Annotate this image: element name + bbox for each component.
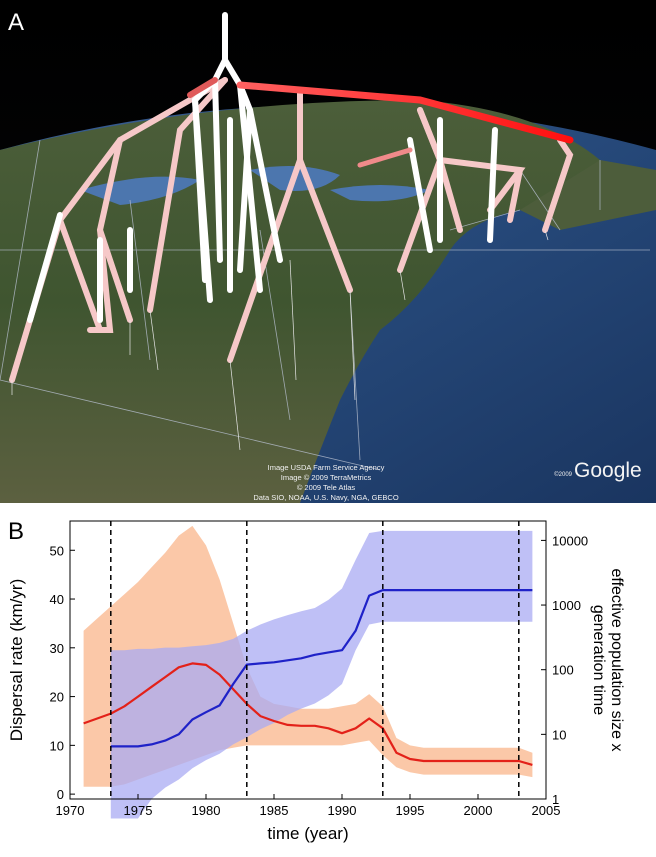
y-left-tick-label: 30 (50, 641, 64, 656)
attribution-line: Data SIO, NOAA, U.S. Navy, NGA, GEBCO (253, 493, 398, 502)
x-axis-label: time (year) (267, 824, 348, 843)
x-tick-label: 1975 (124, 803, 153, 818)
x-tick-label: 2000 (464, 803, 493, 818)
map-attribution: Image USDA Farm Service Agency Image © 2… (253, 463, 398, 502)
logo-year: ©2009 (554, 471, 572, 478)
y-left-tick-label: 20 (50, 690, 64, 705)
lake (330, 185, 430, 202)
land-east (520, 160, 656, 230)
google-logo: Google (574, 459, 642, 482)
confidence-band (110, 530, 533, 819)
x-tick-label: 1970 (56, 803, 85, 818)
x-tick-label: 1995 (396, 803, 425, 818)
x-tick-label: 1990 (328, 803, 357, 818)
map-image: A Image USDA Farm Service Agency Image ©… (0, 0, 656, 503)
attribution-line: Image © 2009 TerraMetrics (281, 473, 372, 482)
y-right-tick-label: 1000 (552, 598, 581, 613)
panel-a-label: A (8, 9, 24, 36)
y-right-tick-label: 10000 (552, 533, 588, 548)
map-panel: A Image USDA Farm Service Agency Image ©… (0, 0, 656, 503)
y-left-tick-label: 0 (57, 787, 64, 802)
attribution-line: Image USDA Farm Service Agency (268, 463, 385, 472)
y-right-tick-label: 100 (552, 663, 574, 678)
x-tick-label: 2005 (532, 803, 561, 818)
chart-panel: B 1970 1975 1980 1985 1990 1995 2000 2005 0 10 20… (0, 503, 656, 852)
panel-b-label: B (8, 518, 24, 545)
x-tick-label: 1980 (192, 803, 221, 818)
attribution-line: © 2009 Tele Atlas (297, 483, 356, 492)
y-axis-label-right: generation time (590, 605, 607, 715)
chart-svg: B 1970 1975 1980 1985 1990 1995 2000 2005 0 10 20… (7, 518, 625, 843)
y-axis-label-right: effective population size x (608, 569, 625, 752)
series-line (110, 589, 533, 748)
tree-branches (9, 12, 574, 383)
y-right-tick-label: 10 (552, 727, 566, 742)
x-tick-label: 1985 (260, 803, 289, 818)
y-left-tick-label: 50 (50, 543, 64, 558)
y-axis-label-left: Dispersal rate (km/yr) (7, 579, 26, 741)
y-right-tick-label: 1 (552, 792, 559, 807)
y-left-tick-label: 10 (50, 738, 64, 753)
plot-frame (69, 520, 547, 800)
drop-lines (11, 229, 549, 451)
y-left-tick-label: 40 (50, 592, 64, 607)
series-line (83, 662, 533, 766)
